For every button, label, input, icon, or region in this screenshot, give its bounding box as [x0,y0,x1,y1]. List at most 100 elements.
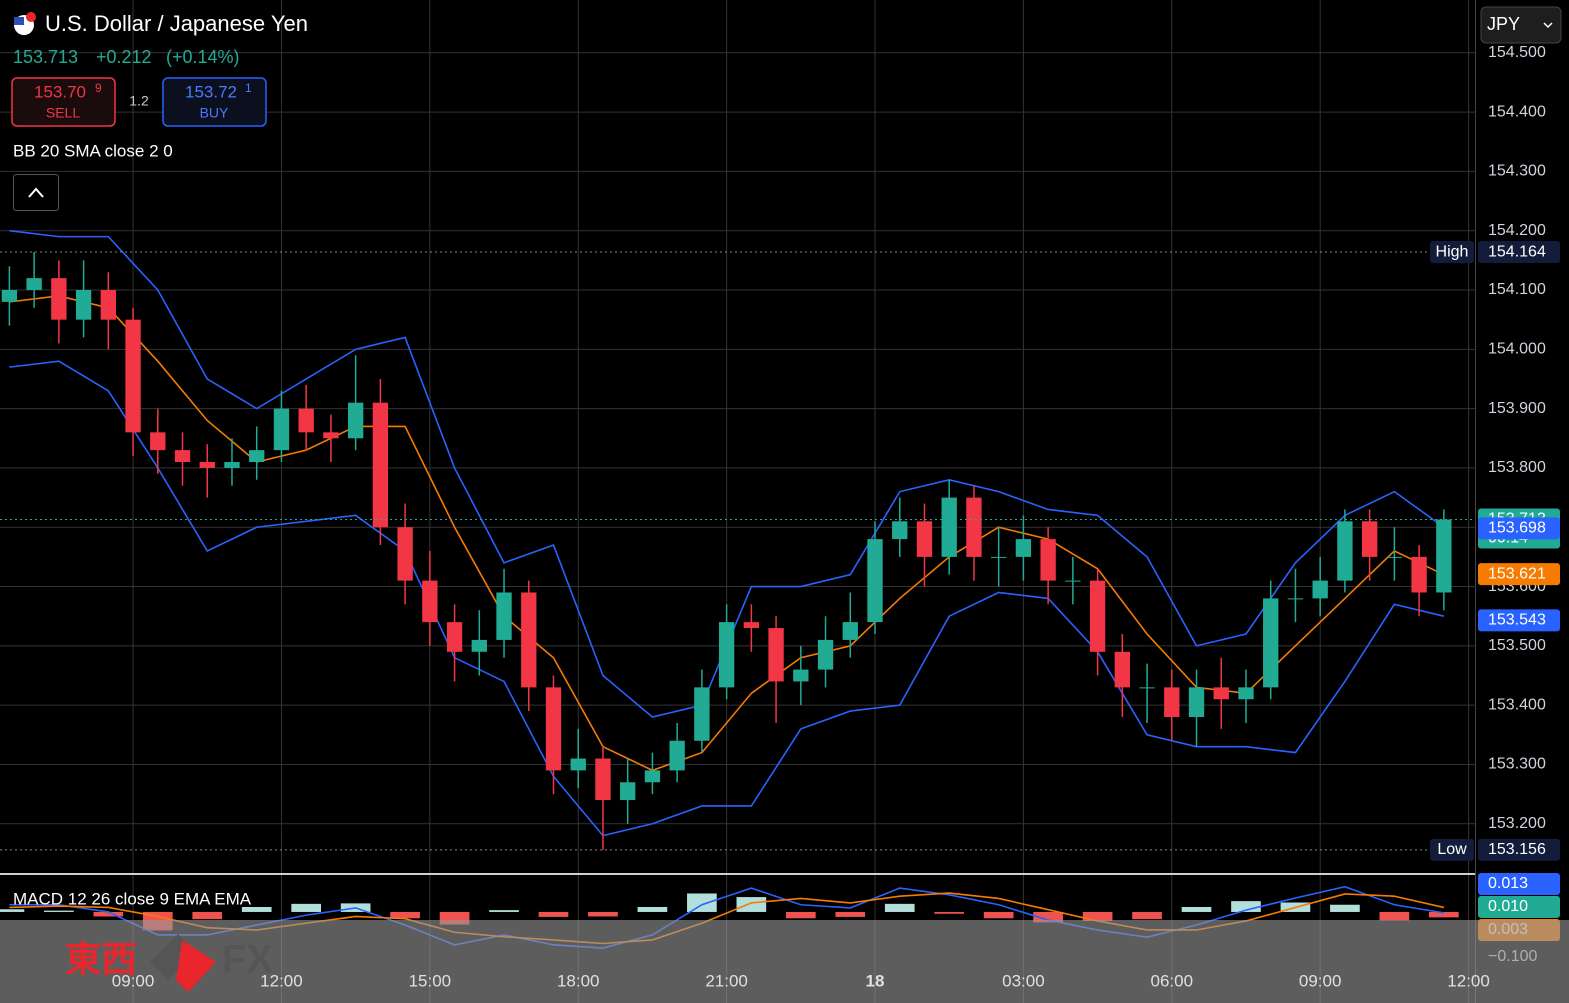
candle-body [718,622,735,688]
watermark-fx: FX [222,938,273,982]
dropdown-text[interactable]: JPY [1487,14,1520,34]
candle-body [1,290,18,302]
x-tick-label: 03:00 [1002,971,1045,990]
extreme-value-box [1478,838,1560,861]
histogram-bar [44,910,74,912]
candle-body [842,622,858,640]
candle-body [991,556,1007,558]
candle-body [694,687,710,741]
candle-body [249,450,265,463]
candle-body [224,462,240,468]
collapse-chevron[interactable] [28,187,44,198]
price-label-box [1478,563,1560,586]
buy-price[interactable]: 153.72 [185,82,237,101]
x-tick-label: 06:00 [1151,971,1194,990]
candle-body [446,622,463,652]
histogram-bar [390,911,420,919]
buy-pip[interactable]: 1 [245,81,252,95]
histogram-bar [1033,911,1063,923]
candle-body [1213,687,1229,700]
histogram-bar [934,911,965,914]
flag-yen [26,12,36,22]
candle-body [125,319,141,433]
buy-label[interactable]: BUY [200,105,229,121]
histogram-bar [884,903,915,912]
axis-background [1475,0,1569,1003]
dropdown-box[interactable] [1480,6,1562,44]
candle-body [669,740,685,771]
candle-body [1263,598,1279,688]
candle-body [1040,539,1056,581]
histogram-bar [1231,901,1261,912]
histogram-bar [1330,904,1360,912]
candle-body [1065,580,1081,582]
histogram-bar [489,910,519,912]
dropdown-chevron[interactable] [1543,22,1553,29]
candle-body [545,687,562,771]
collapse-box[interactable] [13,174,59,211]
sell-button[interactable]: 153.70 9 SELL [11,77,116,127]
candle-body [817,639,834,670]
sell-pip[interactable]: 9 [95,81,102,95]
price-labels: High154.164Low153.156153.71300:14153.698… [1430,241,1560,941]
sell-price[interactable]: 153.70 [34,82,86,101]
x-tick-label: 18:00 [557,971,600,990]
candle-body [51,278,67,320]
x-tick-label: 09:00 [112,971,155,990]
candle-body [273,408,290,451]
candle-body [768,628,784,682]
candle-body [1436,519,1452,593]
candle-body [966,497,982,557]
histogram-bar [637,907,668,912]
spread: 1.2 [129,93,149,109]
candle-body [1188,687,1205,718]
collapse-button[interactable] [13,174,59,211]
histogram-bar [588,911,618,917]
candle-body [916,521,933,557]
candle-body [941,497,957,557]
y-tick-label: 153.400 [1488,696,1546,713]
currency-dropdown[interactable]: JPY [1480,6,1562,44]
change-percent: (+0.14%) [166,47,240,67]
candle-body [372,402,389,528]
y-tick-label: 154.400 [1488,103,1546,120]
candle-body [422,580,438,623]
candle-body [1386,556,1403,558]
sell-label[interactable]: SELL [46,105,80,121]
histogram-bar [785,911,816,919]
candle-body [867,539,883,623]
histogram-bar [241,907,272,912]
candle-body [644,770,661,783]
histogram-bar [687,893,717,912]
candle-body [1089,580,1106,652]
legend-value: 0.013 [1488,875,1528,892]
symbol-title: U.S. Dollar / Japanese Yen [45,11,308,36]
candle-body [347,402,364,439]
candle-body [1015,539,1032,557]
buy-button[interactable]: 153.72 1 BUY [162,77,267,127]
candle-body [892,521,908,540]
histogram-bar [192,911,223,920]
histogram-bar [291,903,322,912]
time-axis: 09:00 12:00 15:00 18:00 21:00 18 03:00 06:00 09:… [112,971,1490,990]
macd-label: MACD 12 26 close 9 EMA EMA [13,889,252,908]
y-tick-label: 153.800 [1488,459,1546,476]
x-tick-label: 18 [866,971,885,990]
price-label: 153.543 [1488,612,1546,629]
sell-box[interactable] [11,77,116,127]
last-price: 153.713 [13,47,78,67]
candle-body [793,669,809,682]
x-tick-label: 21:00 [705,971,748,990]
histogram-bar [93,911,124,917]
legend-value: 0.010 [1488,898,1528,915]
band-line [9,295,1445,772]
candle-body [570,758,586,771]
histogram-bar [1082,911,1113,921]
histogram-bar [736,897,767,912]
extreme-tag: Low [1437,841,1467,858]
buy-box[interactable] [162,77,267,127]
histogram-bar [1428,911,1459,918]
candle-body [1139,687,1155,689]
